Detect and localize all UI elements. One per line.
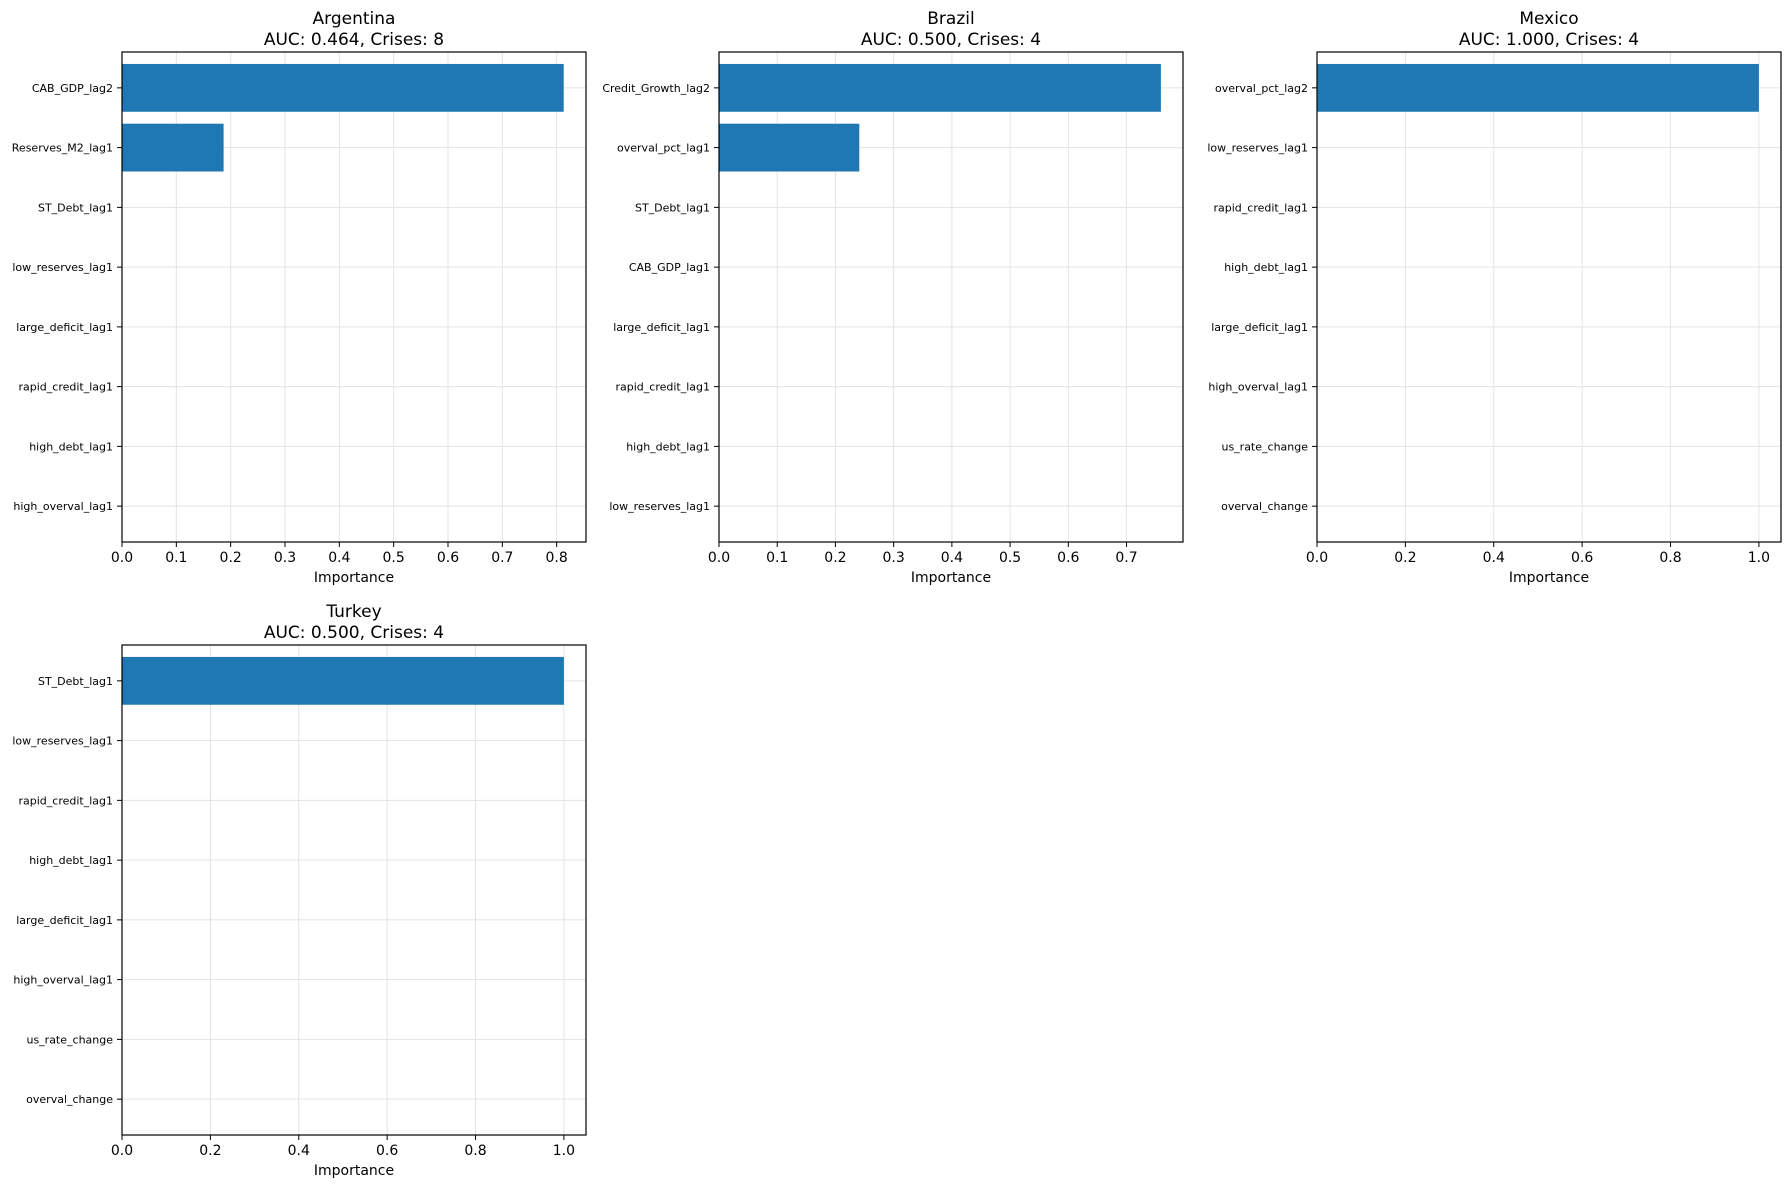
x-tick-label: 0.8: [1659, 550, 1681, 566]
subplot-title-country: Argentina: [313, 9, 396, 29]
subplot-title-stats: AUC: 0.464, Crises: 8: [264, 30, 444, 50]
bar: [719, 63, 1161, 112]
y-tick-label: low_reserves_lag1: [12, 735, 113, 748]
x-tick-label: 0.6: [437, 550, 459, 566]
x-tick-label: 0.4: [328, 550, 350, 566]
x-tick-label: 0.6: [1571, 550, 1593, 566]
y-tick-label: high_overval_lag1: [13, 500, 113, 513]
y-tick-label: overval_pct_lag2: [1215, 82, 1308, 95]
x-tick-label: 1.0: [553, 1143, 575, 1159]
y-tick-label: low_reserves_lag1: [609, 500, 710, 513]
x-axis-label: Importance: [314, 570, 394, 586]
y-tick-label: us_rate_change: [1221, 440, 1308, 453]
axes-frame: [1316, 51, 1782, 543]
x-tick-label: 0.1: [766, 550, 788, 566]
y-tick-label: high_debt_lag1: [29, 854, 113, 867]
subplot-title-country: Mexico: [1519, 9, 1578, 29]
subplot-title-stats: AUC: 0.500, Crises: 4: [861, 30, 1041, 50]
bar: [1317, 63, 1759, 112]
x-tick-label: 0.1: [165, 550, 187, 566]
subplot-1: 0.0 0.1 0.2 0.3 0.4 0.5 0.6 0.7 Credit_Growth_la…: [602, 9, 1184, 586]
axes-frame: [718, 51, 1184, 543]
x-tick-label: 0.2: [1394, 550, 1416, 566]
x-axis-label: Importance: [314, 1163, 394, 1179]
subplot-title-country: Brazil: [927, 9, 974, 29]
x-tick-label: 0.6: [1057, 550, 1079, 566]
y-tick-label: large_deficit_lag1: [16, 914, 113, 927]
y-tick-label: rapid_credit_lag1: [18, 794, 113, 807]
x-tick-label: 0.4: [1483, 550, 1505, 566]
x-tick-label: 0.0: [708, 550, 730, 566]
x-tick-label: 0.7: [491, 550, 513, 566]
y-tick-label: Credit_Growth_lag2: [602, 82, 710, 95]
y-tick-label: CAB_GDP_lag1: [629, 261, 710, 274]
y-tick-label: large_deficit_lag1: [1211, 321, 1308, 334]
y-tick-label: high_debt_lag1: [626, 440, 710, 453]
y-tick-label: overval_change: [1221, 500, 1308, 513]
subplot-0: 0.0 0.1 0.2 0.3 0.4 0.5 0.6 0.7 0.8 CAB_GDP_lag2 R…: [12, 9, 587, 586]
x-tick-label: 0.3: [274, 550, 296, 566]
y-tick-label: high_debt_lag1: [29, 440, 113, 453]
x-tick-label: 0.5: [999, 550, 1021, 566]
y-tick-label: low_reserves_lag1: [12, 261, 113, 274]
x-tick-label: 0.0: [111, 1143, 133, 1159]
y-tick-label: large_deficit_lag1: [16, 321, 113, 334]
y-tick-label: overval_pct_lag1: [617, 142, 710, 155]
x-tick-label: 0.0: [111, 550, 133, 566]
y-tick-label: high_overval_lag1: [1208, 381, 1308, 394]
y-tick-label: low_reserves_lag1: [1207, 142, 1308, 155]
subplot-3: 0.0 0.2 0.4 0.6 0.8 1.0 ST_Debt_lag1 low_reserv…: [12, 602, 587, 1179]
x-tick-label: 0.8: [464, 1143, 486, 1159]
subplot-title-stats: AUC: 1.000, Crises: 4: [1459, 30, 1639, 50]
y-tick-label: CAB_GDP_lag2: [32, 82, 113, 95]
bar: [122, 656, 564, 705]
x-tick-label: 0.6: [376, 1143, 398, 1159]
y-tick-label: ST_Debt_lag1: [38, 201, 113, 214]
bar: [122, 123, 224, 172]
x-tick-label: 0.8: [546, 550, 568, 566]
y-tick-label: rapid_credit_lag1: [18, 381, 113, 394]
x-tick-label: 0.4: [288, 1143, 310, 1159]
x-tick-label: 0.2: [199, 1143, 221, 1159]
y-tick-label: rapid_credit_lag1: [615, 381, 710, 394]
x-tick-label: 1.0: [1748, 550, 1770, 566]
y-tick-label: ST_Debt_lag1: [38, 675, 113, 688]
bar: [122, 63, 564, 112]
subplot-title-country: Turkey: [325, 602, 381, 622]
y-tick-label: rapid_credit_lag1: [1213, 201, 1308, 214]
subplot-title-stats: AUC: 0.500, Crises: 4: [264, 623, 444, 643]
x-axis-label: Importance: [1509, 570, 1589, 586]
axes-frame: [121, 51, 587, 543]
y-tick-label: large_deficit_lag1: [613, 321, 710, 334]
x-tick-label: 0.0: [1306, 550, 1328, 566]
y-tick-label: Reserves_M2_lag1: [12, 142, 113, 155]
x-tick-label: 0.3: [883, 550, 905, 566]
x-tick-label: 0.5: [383, 550, 405, 566]
y-tick-label: us_rate_change: [26, 1033, 113, 1046]
x-axis-label: Importance: [911, 570, 991, 586]
x-tick-label: 0.7: [1115, 550, 1137, 566]
y-tick-label: overval_change: [26, 1093, 113, 1106]
y-tick-label: high_overval_lag1: [13, 974, 113, 987]
x-tick-label: 0.4: [941, 550, 963, 566]
y-tick-label: high_debt_lag1: [1224, 261, 1308, 274]
y-tick-label: ST_Debt_lag1: [635, 201, 710, 214]
axes-frame: [121, 644, 587, 1136]
bar: [719, 123, 860, 172]
subplot-2: 0.0 0.2 0.4 0.6 0.8 1.0 overval_pct_lag2 low_re…: [1207, 9, 1782, 586]
x-tick-label: 0.2: [220, 550, 242, 566]
x-tick-label: 0.2: [824, 550, 846, 566]
